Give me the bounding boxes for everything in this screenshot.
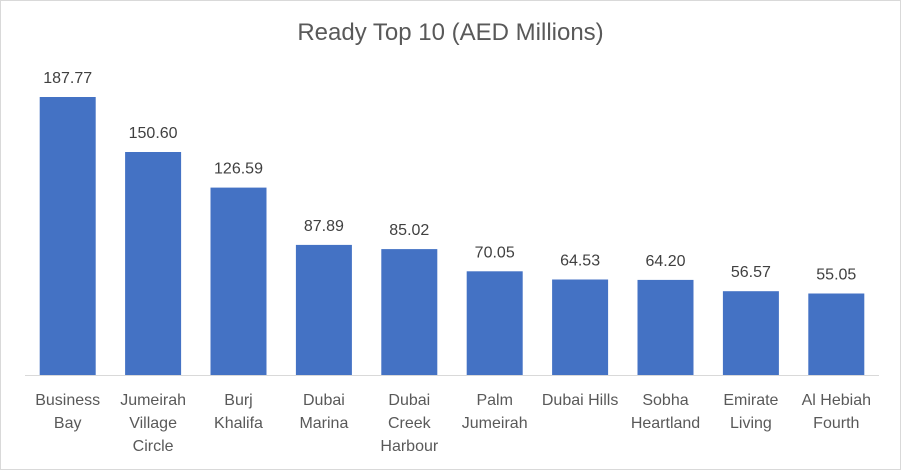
chart-title: Ready Top 10 (AED Millions) (297, 19, 604, 46)
data-label-9: 55.05 (816, 267, 856, 284)
bar-1 (125, 152, 182, 375)
data-label-4: 85.02 (389, 222, 429, 239)
category-label-5: Palm Jumeirah (462, 392, 528, 432)
bar-9 (808, 293, 865, 375)
bar-3 (295, 244, 352, 375)
category-label-2: Burj Khalifa (214, 392, 263, 432)
data-label-8: 56.57 (731, 264, 771, 281)
bar-7 (637, 279, 694, 375)
data-label-1: 150.60 (129, 125, 178, 142)
data-label-7: 64.20 (645, 253, 685, 270)
data-label-6: 64.53 (560, 253, 600, 270)
bar-8 (722, 291, 779, 375)
bar-6 (552, 279, 609, 375)
bar-4 (381, 249, 438, 375)
category-label-9: Al Hebiah Fourth (802, 392, 871, 432)
bar-0 (39, 97, 96, 375)
data-label-0: 187.77 (43, 70, 92, 87)
category-label-0: Business Bay (35, 392, 100, 432)
category-label-3: Dubai Marina (299, 392, 348, 432)
data-label-3: 87.89 (304, 218, 344, 235)
bar-2 (210, 187, 267, 375)
category-label-4: Dubai Creek Harbour (380, 392, 438, 455)
bar-5 (466, 271, 523, 375)
data-label-2: 126.59 (214, 161, 263, 178)
data-label-5: 70.05 (475, 244, 515, 261)
category-label-1: Jumeirah Village Circle (120, 392, 186, 455)
category-label-6: Dubai Hills (542, 392, 618, 409)
category-label-8: Emirate Living (723, 392, 778, 432)
category-label-7: Sobha Heartland (631, 392, 700, 432)
